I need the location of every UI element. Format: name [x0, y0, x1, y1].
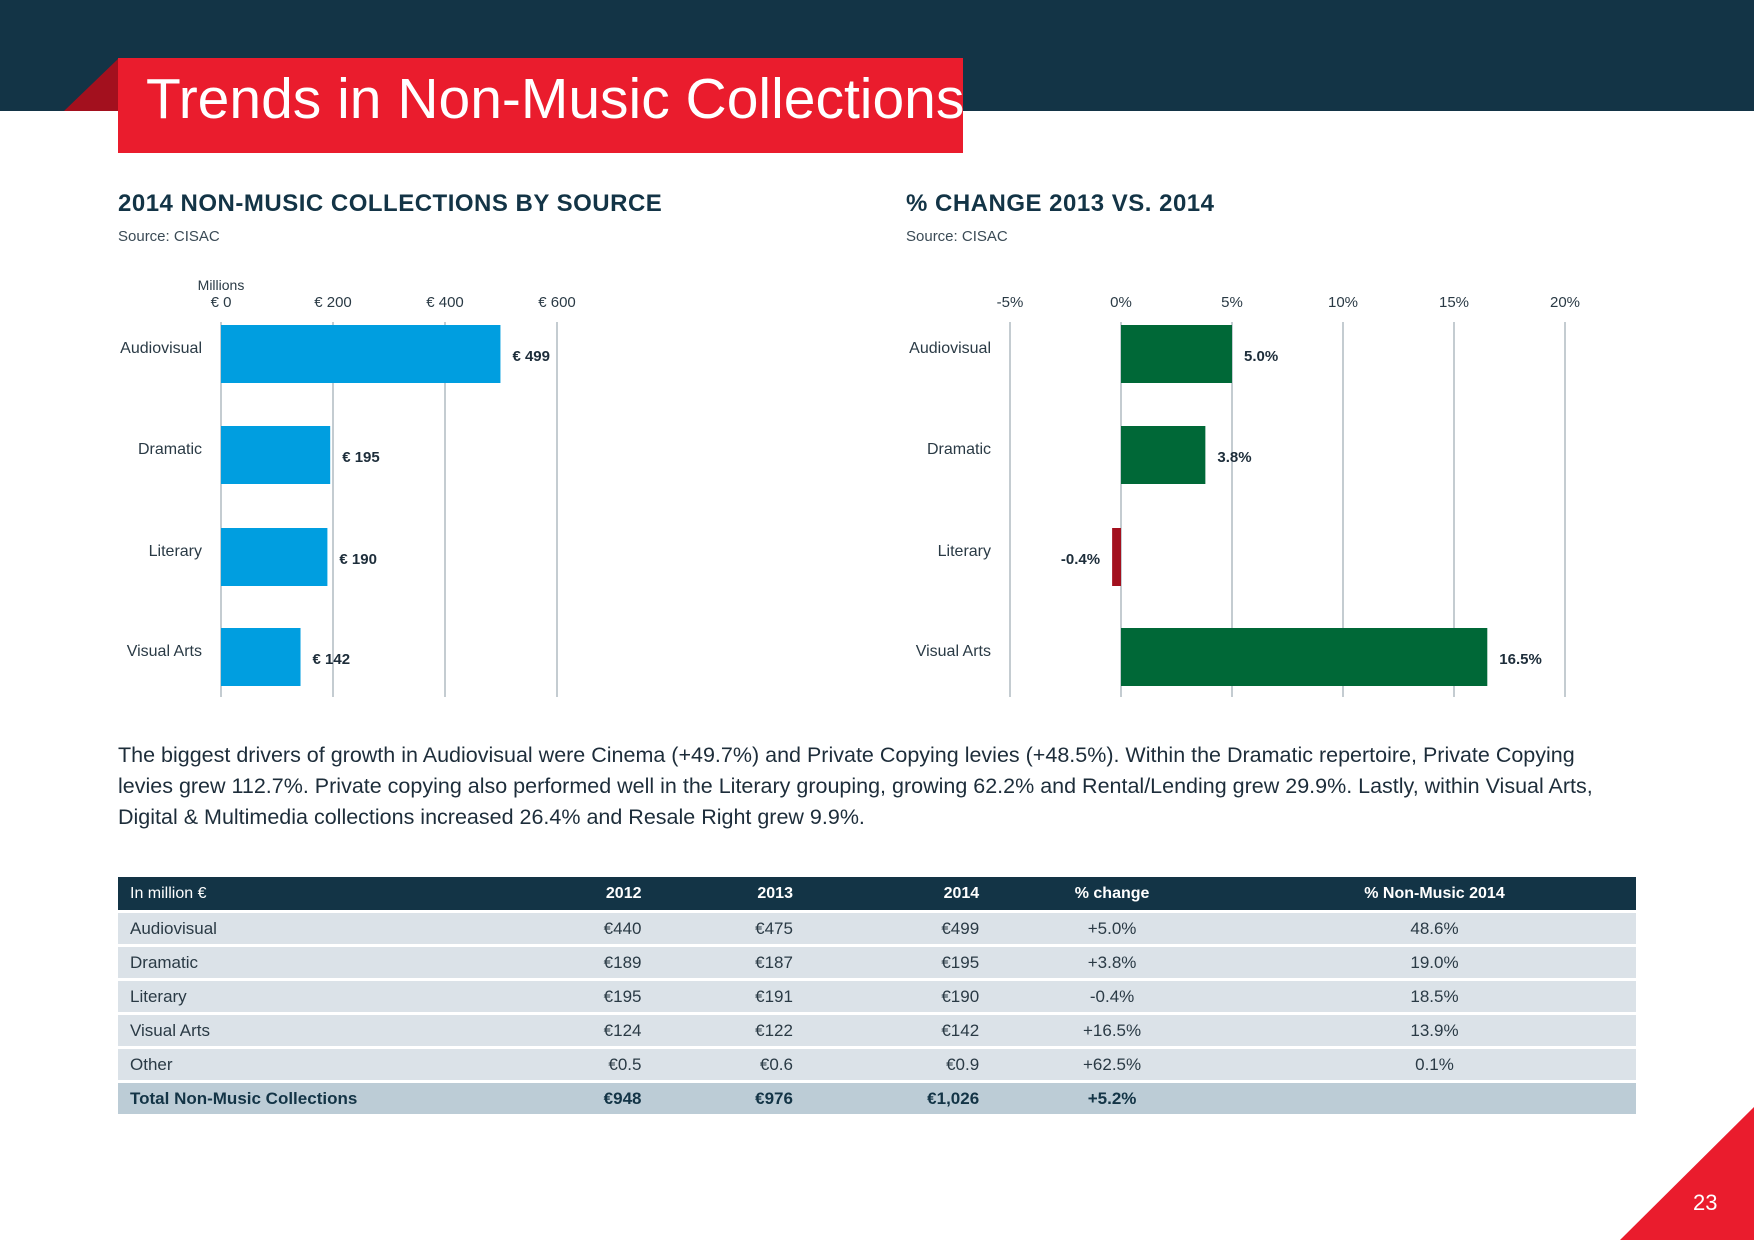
- bar: [221, 426, 331, 484]
- category-label: Audiovisual: [120, 340, 202, 357]
- bar: [1121, 628, 1488, 686]
- table-cell: €0.5: [502, 1049, 654, 1080]
- table-cell: 0.1%: [1232, 1049, 1636, 1080]
- table-cell: 18.5%: [1232, 981, 1636, 1012]
- table-cell: +62.5%: [991, 1049, 1233, 1080]
- title-banner: Trends in Non-Music Collections: [118, 58, 965, 153]
- category-label: Dramatic: [927, 441, 991, 458]
- tick-label: 10%: [1328, 294, 1358, 311]
- data-label: 16.5%: [1499, 651, 1542, 668]
- table-cell: +5.0%: [991, 913, 1233, 944]
- table-row: Visual Arts €124 €122 €142 +16.5% 13.9%: [118, 1015, 1636, 1046]
- table-cell: Visual Arts: [118, 1015, 502, 1046]
- table-cell: 13.9%: [1232, 1015, 1636, 1046]
- data-label: -0.4%: [1061, 551, 1100, 568]
- table-cell: €124: [502, 1015, 654, 1046]
- category-label: Visual Arts: [127, 643, 202, 660]
- right-chart-title: % CHANGE 2013 VS. 2014: [906, 190, 1215, 217]
- table-cell: +5.2%: [991, 1083, 1233, 1114]
- tick-label: 0%: [1110, 294, 1132, 311]
- axis-unit-label: Millions: [198, 277, 245, 293]
- category-label: Literary: [149, 543, 202, 560]
- table-cell: €195: [502, 981, 654, 1012]
- table-cell: €142: [804, 1015, 992, 1046]
- table-cell: €187: [653, 947, 805, 978]
- bar: [221, 325, 501, 383]
- title-fold-decoration: [64, 58, 119, 111]
- tick-label: 20%: [1550, 294, 1580, 311]
- table-header-cell: 2012: [502, 877, 654, 910]
- tick-label: € 400: [426, 294, 464, 311]
- table-cell: €191: [653, 981, 805, 1012]
- data-label: € 499: [512, 348, 550, 365]
- right-chart-source: Source: CISAC: [906, 228, 1008, 245]
- page-title: Trends in Non-Music Collections: [146, 67, 965, 131]
- tick-label: € 600: [538, 294, 576, 311]
- data-label: 3.8%: [1217, 449, 1251, 466]
- percent-change-bar-chart: -5% 0% 5% 10% 15% 20% Audiovisual 5.0% Dramatic 3…: [909, 294, 1580, 697]
- table-header-cell: 2014: [804, 877, 992, 910]
- table-header-cell: In million €: [118, 877, 502, 910]
- bar: [1121, 426, 1206, 484]
- data-label: € 195: [342, 449, 380, 466]
- tick-label: -5%: [997, 294, 1024, 311]
- table-cell: €499: [804, 913, 992, 944]
- table-cell: Total Non-Music Collections: [118, 1083, 502, 1114]
- table-row: Dramatic €189 €187 €195 +3.8% 19.0%: [118, 947, 1636, 978]
- table-header-cell: % Non-Music 2014: [1232, 877, 1636, 910]
- table-cell: €1,026: [804, 1083, 992, 1114]
- table-cell: Dramatic: [118, 947, 502, 978]
- bar-charts: € 0 € 200 € 400 € 600 Millions Audiovisual € 4…: [120, 277, 1580, 697]
- tick-label: 15%: [1439, 294, 1469, 311]
- table-cell: €195: [804, 947, 992, 978]
- table-cell: Literary: [118, 981, 502, 1012]
- page-number: 23: [1693, 1190, 1718, 1215]
- left-chart-source: Source: CISAC: [118, 228, 220, 245]
- collections-table: In million € 2012 2013 2014 % change % N…: [118, 874, 1636, 1117]
- table-cell: €122: [653, 1015, 805, 1046]
- data-label: € 190: [339, 551, 377, 568]
- corner-decoration: [1620, 1107, 1754, 1240]
- tick-label: € 0: [211, 294, 232, 311]
- table-total-row: Total Non-Music Collections €948 €976 €1…: [118, 1083, 1636, 1114]
- tick-label: 5%: [1221, 294, 1243, 311]
- table-cell: €976: [653, 1083, 805, 1114]
- table-header-cell: % change: [991, 877, 1233, 910]
- table-row: Literary €195 €191 €190 -0.4% 18.5%: [118, 981, 1636, 1012]
- table-cell: +3.8%: [991, 947, 1233, 978]
- table-cell: €948: [502, 1083, 654, 1114]
- tick-label: € 200: [314, 294, 352, 311]
- table-header-row: In million € 2012 2013 2014 % change % N…: [118, 877, 1636, 910]
- bar: [1121, 325, 1232, 383]
- table-cell: €0.6: [653, 1049, 805, 1080]
- category-label: Dramatic: [138, 441, 202, 458]
- category-label: Audiovisual: [909, 340, 991, 357]
- data-label: 5.0%: [1244, 348, 1278, 365]
- table-cell: €440: [502, 913, 654, 944]
- body-paragraph: The biggest drivers of growth in Audiovi…: [118, 743, 1593, 829]
- table-cell: 19.0%: [1232, 947, 1636, 978]
- table-cell: €190: [804, 981, 992, 1012]
- data-label: € 142: [313, 651, 351, 668]
- bar: [1112, 528, 1121, 586]
- table-cell: 48.6%: [1232, 913, 1636, 944]
- table-cell: €475: [653, 913, 805, 944]
- bar: [221, 628, 301, 686]
- table-cell: +16.5%: [991, 1015, 1233, 1046]
- table-cell: €0.9: [804, 1049, 992, 1080]
- collections-bar-chart: € 0 € 200 € 400 € 600 Millions Audiovisual € 4…: [120, 277, 576, 697]
- table-row: Audiovisual €440 €475 €499 +5.0% 48.6%: [118, 913, 1636, 944]
- left-chart-title: 2014 NON-MUSIC COLLECTIONS BY SOURCE: [118, 190, 663, 217]
- table-cell: Other: [118, 1049, 502, 1080]
- table-cell: €189: [502, 947, 654, 978]
- table-cell: -0.4%: [991, 981, 1233, 1012]
- category-label: Literary: [938, 543, 991, 560]
- bar: [221, 528, 328, 586]
- table-cell: [1232, 1083, 1636, 1114]
- table-header-cell: 2013: [653, 877, 805, 910]
- table-cell: Audiovisual: [118, 913, 502, 944]
- category-label: Visual Arts: [916, 643, 991, 660]
- table-row: Other €0.5 €0.6 €0.9 +62.5% 0.1%: [118, 1049, 1636, 1080]
